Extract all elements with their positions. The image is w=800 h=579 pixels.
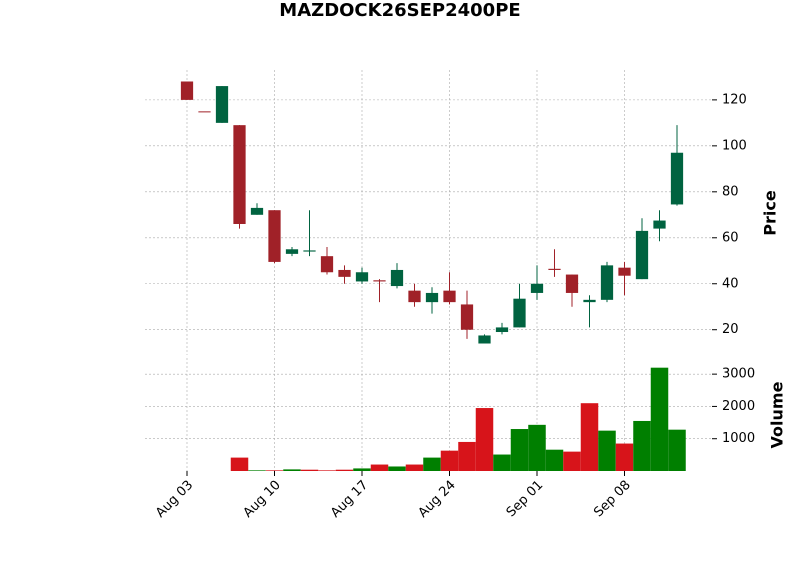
candle-body	[565, 274, 579, 293]
y-tick-label: 100	[722, 138, 747, 153]
volume-bar	[353, 468, 371, 471]
volume-bar	[528, 424, 546, 471]
volume-bar	[668, 429, 686, 471]
volume-bar	[300, 469, 319, 471]
candle-body	[600, 265, 614, 300]
volume-bar	[493, 454, 511, 471]
volume-bar	[370, 464, 389, 471]
volume-bar	[335, 469, 354, 471]
y-tick-label: 40	[722, 276, 739, 291]
candle-body	[670, 152, 684, 205]
volume-bar	[283, 469, 301, 471]
candle-body	[425, 292, 439, 303]
volume-bar	[633, 420, 651, 471]
volume-bar	[405, 464, 424, 471]
candle-body	[198, 111, 211, 113]
volume-bar	[580, 403, 599, 471]
volume-tick-label: 1000	[722, 431, 755, 446]
candle-body	[478, 335, 491, 344]
x-tick-label: Aug 17	[328, 478, 371, 521]
volume-bar	[563, 451, 581, 471]
candle-body	[653, 220, 666, 229]
candle-body	[268, 210, 281, 262]
volume-bar	[318, 470, 336, 471]
candle-body	[443, 290, 456, 303]
y-axis-label: Price	[761, 190, 780, 236]
volume-bar	[510, 429, 529, 471]
volume-bar	[423, 457, 441, 471]
volume-bar	[615, 443, 634, 471]
x-tick-label: Aug 24	[416, 478, 459, 521]
candle-body	[495, 327, 509, 333]
volume-tick-label: 3000	[722, 367, 755, 382]
candle-body	[548, 268, 561, 270]
y-tick-label: 20	[722, 322, 739, 337]
volume-bar	[248, 470, 266, 471]
candle-body	[513, 298, 526, 328]
candle-body	[530, 283, 544, 293]
volume-bar	[388, 466, 406, 471]
candle-body	[390, 269, 404, 287]
candle-body	[635, 230, 649, 280]
y-tick-label: 60	[722, 230, 739, 245]
candle-body	[250, 207, 264, 215]
x-tick-label: Sep 01	[504, 478, 547, 521]
volume-bar	[458, 441, 476, 471]
candle-body	[320, 256, 334, 273]
candle-body	[303, 250, 316, 252]
candle-body	[460, 304, 474, 330]
volume-bar	[545, 449, 564, 471]
volume-bar	[265, 470, 284, 471]
chart-title: MAZDOCK26SEP2400PE	[279, 0, 520, 21]
volume-bar	[440, 450, 459, 471]
candle-body	[583, 299, 596, 303]
y-tick-label: 120	[722, 92, 747, 107]
candle-body	[373, 280, 386, 282]
candle-body	[355, 272, 369, 282]
candle-body	[215, 86, 229, 123]
x-tick-label: Aug 10	[241, 478, 284, 521]
x-tick-label: Aug 03	[153, 478, 196, 521]
x-tick-label: Sep 08	[591, 478, 634, 521]
candle-body	[285, 249, 299, 254]
volume-bar	[598, 430, 616, 471]
candle-body	[618, 267, 631, 276]
candle-body	[180, 81, 194, 100]
volume-bar	[230, 457, 249, 471]
candle-body	[233, 125, 246, 224]
volume-bar	[650, 367, 669, 471]
volume-tick-label: 2000	[722, 399, 755, 414]
volume-axis-label: Volume	[768, 381, 787, 448]
y-tick-label: 80	[722, 184, 739, 199]
candle-body	[408, 290, 421, 303]
candle-body	[338, 269, 351, 277]
volume-bar	[475, 408, 494, 471]
